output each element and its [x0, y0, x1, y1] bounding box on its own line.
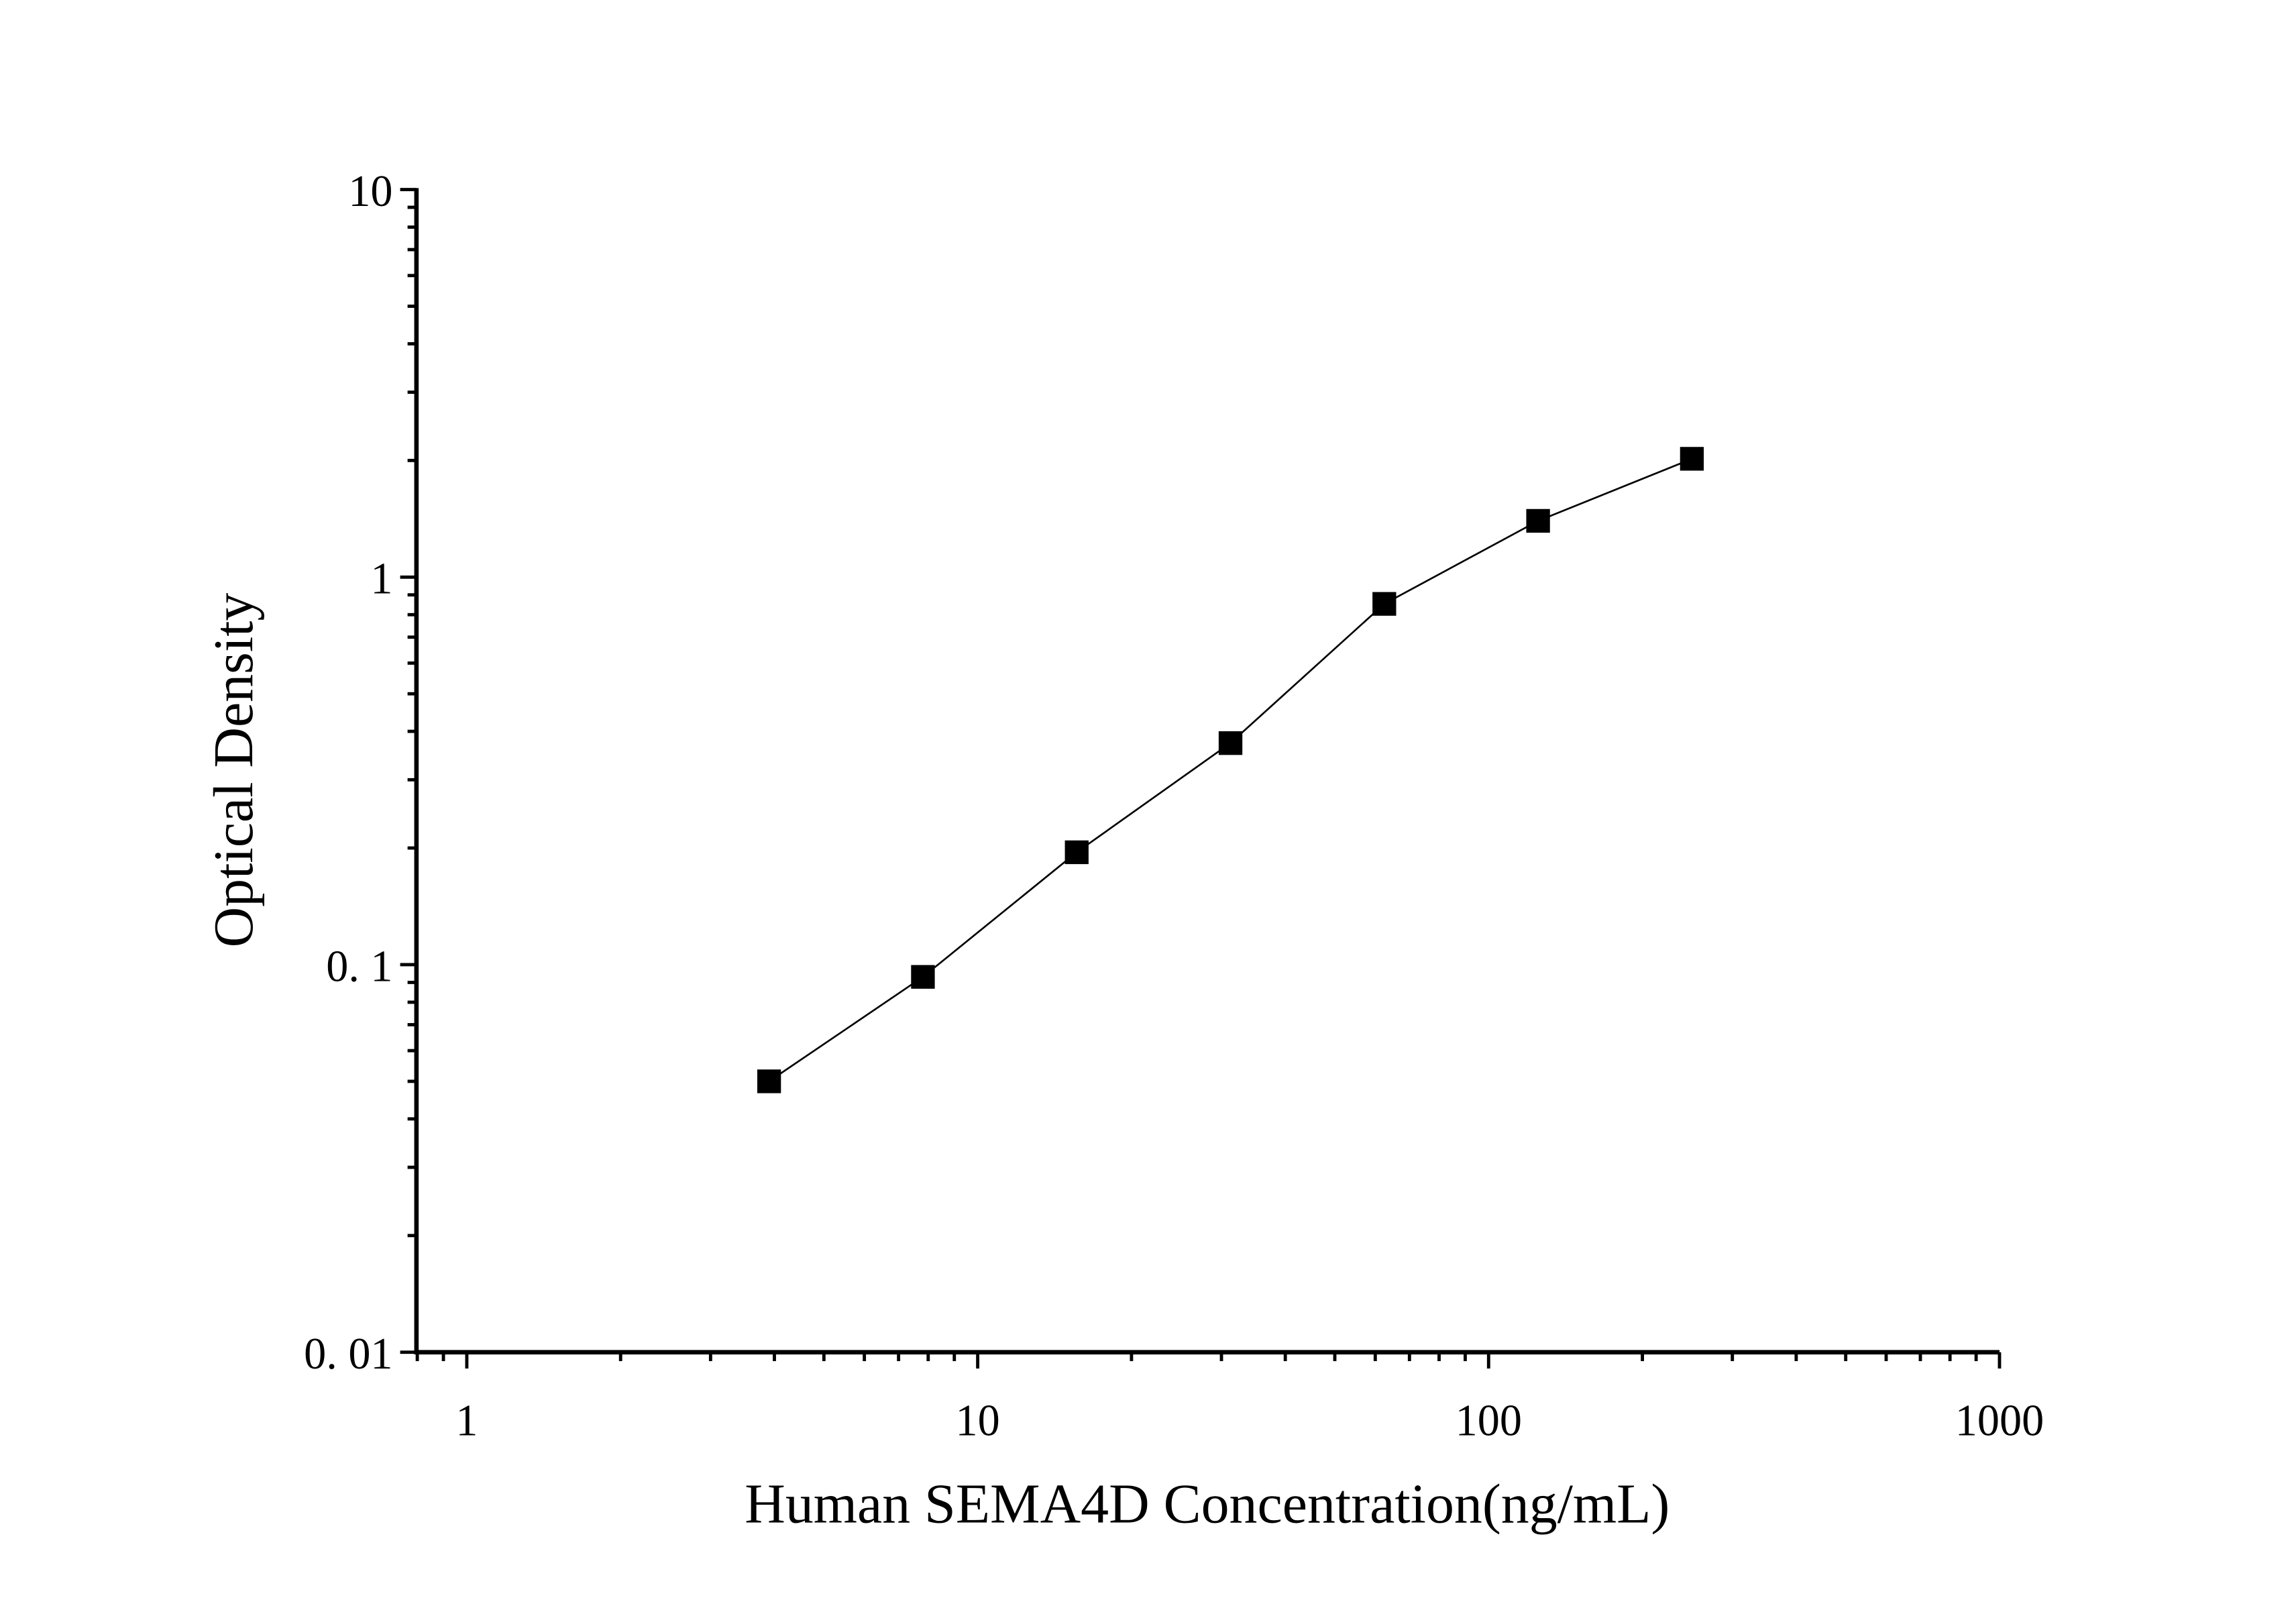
x-axis-label: Human SEMA4D Concentration(ng/mL)	[745, 1473, 1670, 1536]
y-tick-label: 10	[348, 167, 392, 216]
data-point-marker	[1372, 592, 1397, 616]
y-tick-label: 0. 01	[304, 1330, 392, 1379]
data-point-marker	[1526, 509, 1550, 533]
y-tick-label: 1	[370, 555, 392, 604]
axes	[414, 188, 2000, 1354]
data-point-marker	[911, 965, 935, 989]
y-axis-label: Optical Density	[203, 593, 265, 948]
data-point-marker	[1064, 840, 1089, 865]
x-tick-label: 1000	[1955, 1396, 2044, 1445]
data-point-marker	[757, 1069, 781, 1093]
data-point-marker	[1680, 447, 1704, 471]
x-tick-label: 10	[955, 1396, 999, 1445]
ticks: 1 10 100 1000 0. 01 0. 1 1 10	[304, 167, 2044, 1445]
x-tick-label: 100	[1456, 1396, 1522, 1445]
series	[757, 447, 1704, 1093]
x-tick-label: 1	[455, 1396, 478, 1445]
data-point-marker	[1218, 731, 1243, 755]
y-tick-label: 0. 1	[326, 942, 392, 991]
series-line	[768, 458, 1692, 1082]
